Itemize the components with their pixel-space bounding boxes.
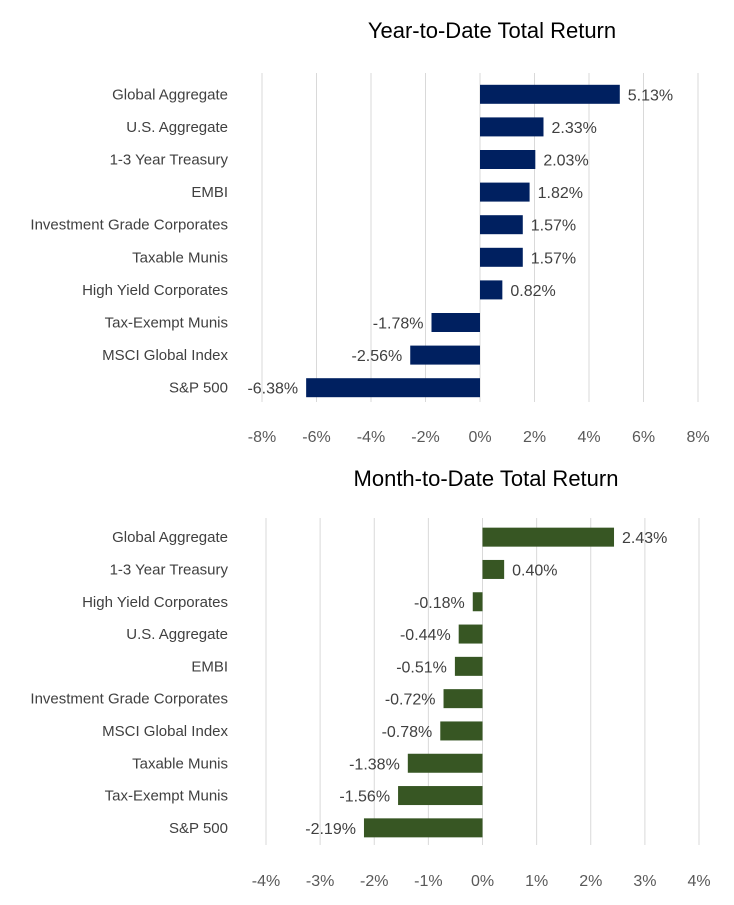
mtd-chart: Month-to-Date Total Return -4% -3% -2% -1% 0… [30, 466, 711, 890]
category-label: EMBI [191, 658, 228, 675]
category-label: Tax-Exempt Munis [105, 315, 228, 332]
x-tick-label: -1% [414, 873, 442, 890]
chart-title: Year-to-Date Total Return [368, 18, 616, 43]
bar [482, 527, 615, 547]
category-label: U.S. Aggregate [126, 626, 228, 643]
bar [480, 84, 620, 104]
x-tick-label: 0% [468, 429, 491, 446]
x-tick-label: 4% [577, 429, 600, 446]
data-label: 0.40% [512, 562, 557, 579]
data-label: 0.82% [510, 283, 555, 300]
x-tick-label: -2% [411, 429, 439, 446]
bar [454, 656, 483, 676]
category-label: Taxable Munis [132, 249, 228, 266]
bar [431, 313, 480, 332]
category-label: 1-3 Year Treasury [110, 152, 229, 169]
x-tick-label: 0% [471, 873, 494, 890]
category-label: Global Aggregate [112, 86, 228, 103]
data-label: -0.44% [400, 627, 451, 644]
x-tick-label: -6% [302, 429, 330, 446]
category-label: EMBI [191, 184, 228, 201]
data-label: -2.56% [352, 348, 403, 365]
bar [440, 721, 483, 741]
bar [410, 345, 480, 365]
data-label: -0.72% [385, 692, 436, 709]
chart-title: Month-to-Date Total Return [354, 466, 619, 491]
plot-area: -4% -3% -2% -1% 0% 1% 2% 3% 4% Global Aggregate 2.… [30, 518, 711, 890]
category-label: S&P 500 [169, 380, 228, 397]
category-label: 1-3 Year Treasury [110, 561, 229, 578]
category-label: U.S. Aggregate [126, 119, 228, 136]
data-label: -6.38% [247, 381, 298, 398]
ytd-chart: Year-to-Date Total Return -8% -6% -4% -2% 0%… [30, 18, 710, 446]
x-tick-label: -2% [360, 873, 388, 890]
category-label: Tax-Exempt Munis [105, 788, 228, 805]
bar [482, 559, 505, 579]
data-label: 1.57% [531, 218, 576, 235]
data-label: 2.33% [551, 120, 596, 137]
data-label: -1.78% [373, 316, 424, 333]
category-label: MSCI Global Index [102, 723, 228, 740]
bar [480, 215, 523, 235]
category-label: High Yield Corporates [82, 594, 228, 611]
data-label: -1.38% [349, 756, 400, 773]
x-tick-label: 1% [525, 873, 548, 890]
bar [407, 753, 483, 773]
x-tick-label: 3% [633, 873, 656, 890]
category-label: Investment Grade Corporates [30, 691, 228, 708]
plot-area: -8% -6% -4% -2% 0% 2% 4% 6% 8% Global Aggregate 5.… [30, 73, 710, 446]
bar [480, 150, 536, 169]
bar [363, 818, 483, 838]
category-label: High Yield Corporates [82, 282, 228, 299]
data-label: 5.13% [628, 87, 673, 104]
bar [480, 117, 544, 137]
bar [472, 592, 483, 612]
x-tick-label: 2% [523, 429, 546, 446]
category-label: S&P 500 [169, 820, 228, 837]
bar [480, 247, 523, 267]
x-tick-label: 8% [686, 429, 709, 446]
x-tick-label: 6% [632, 429, 655, 446]
x-tick-label: -8% [248, 429, 276, 446]
bar [480, 280, 503, 300]
data-label: -0.18% [414, 595, 465, 612]
data-label: 2.03% [543, 153, 588, 170]
category-label: Global Aggregate [112, 529, 228, 546]
bar [398, 786, 483, 806]
bar [443, 689, 483, 709]
x-tick-label: -4% [357, 429, 385, 446]
category-label: MSCI Global Index [102, 347, 228, 364]
bar [480, 182, 530, 202]
data-label: -0.78% [382, 724, 433, 741]
x-tick-label: -4% [252, 873, 280, 890]
x-tick-label: 4% [687, 873, 710, 890]
x-tick-label: 2% [579, 873, 602, 890]
data-label: 2.43% [622, 530, 667, 547]
category-label: Investment Grade Corporates [30, 217, 228, 234]
data-label: -1.56% [339, 789, 390, 806]
data-label: 1.82% [538, 185, 583, 202]
data-label: -0.51% [396, 659, 447, 676]
data-label: 1.57% [531, 250, 576, 267]
x-tick-label: -3% [306, 873, 334, 890]
bar [458, 624, 483, 644]
bar [306, 378, 480, 398]
category-label: Taxable Munis [132, 755, 228, 772]
data-label: -2.19% [305, 821, 356, 838]
